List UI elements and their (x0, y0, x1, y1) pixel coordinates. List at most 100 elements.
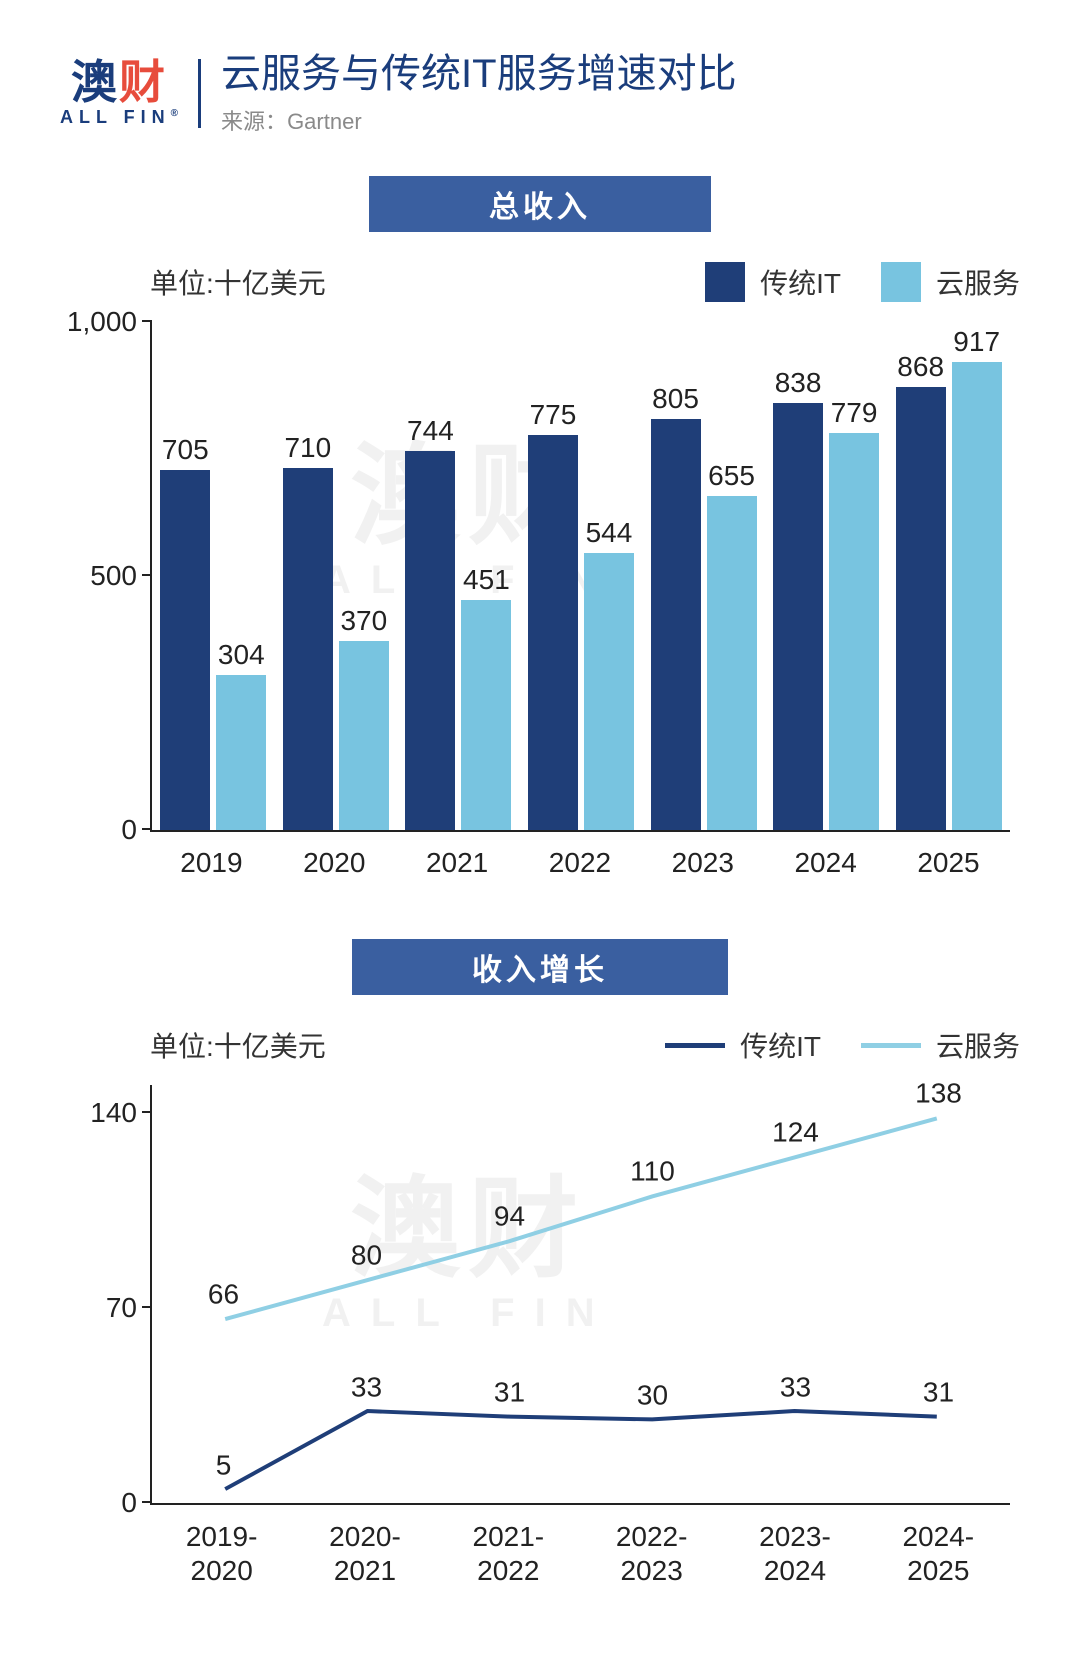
line-value-label: 138 (915, 1077, 962, 1109)
source-label: 来源：Gartner (221, 104, 737, 136)
bar-cloud: 451 (461, 600, 511, 830)
bar-cloud: 917 (952, 362, 1002, 830)
bar-cloud: 655 (707, 496, 757, 830)
bar-it: 705 (160, 470, 210, 830)
logo-char-1: 澳 (71, 56, 119, 108)
chart1-ylabel: 0 (121, 814, 152, 846)
line-value-label: 124 (772, 1116, 819, 1148)
chart2-legend: 单位:十亿美元 传统IT 云服务 (60, 1015, 1020, 1085)
chart2-xlabel: 2019-2020 (150, 1520, 293, 1587)
line-value-label: 110 (630, 1155, 675, 1187)
section-title-1-wrap: 总收入 (60, 176, 1020, 232)
legend-label-cloud: 云服务 (936, 262, 1020, 302)
bar-value-label: 838 (775, 367, 822, 403)
chart1-xlabels: 2019 2020 2021 2022 2023 2024 2025 (150, 847, 1010, 879)
bar-cloud: 779 (829, 433, 879, 830)
line-value-label: 5 (216, 1449, 232, 1481)
chart1-xlabel: 2022 (525, 847, 635, 879)
chart1-bars: 7053047103707444517755448056558387798689… (152, 322, 1010, 830)
bar-value-label: 655 (708, 460, 755, 496)
chart2-xlabel: 2022-2023 (580, 1520, 723, 1587)
bar-cloud: 370 (339, 641, 389, 830)
bar-value-label: 705 (162, 434, 209, 470)
line-value-label: 33 (351, 1371, 382, 1403)
chart2-unit: 单位:十亿美元 (150, 1025, 326, 1065)
chart2-svg (152, 1085, 1010, 1503)
swatch-cloud (881, 262, 921, 302)
bar-value-label: 775 (530, 399, 577, 435)
line-value-label: 31 (923, 1377, 954, 1409)
legend-label-it: 传统IT (760, 262, 841, 302)
bar-cloud: 544 (584, 553, 634, 830)
bar-cloud: 304 (216, 675, 266, 830)
bar-value-label: 544 (586, 517, 633, 553)
legend-item-cloud-2: 云服务 (861, 1025, 1020, 1065)
bar-value-label: 710 (284, 432, 331, 468)
bar-value-label: 451 (463, 564, 510, 600)
section-title-2-wrap: 收入增长 (60, 939, 1020, 995)
chart2-xlabel: 2024-2025 (867, 1520, 1010, 1587)
bar-group: 744451 (403, 451, 513, 830)
legend-label-cloud-2: 云服务 (936, 1025, 1020, 1065)
bar-it: 710 (283, 468, 333, 830)
bar-group: 775544 (526, 435, 636, 830)
bar-value-label: 370 (340, 605, 387, 641)
line-value-label: 94 (494, 1200, 525, 1232)
chart2-xlabels: 2019-20202020-20212021-20222022-20232023… (150, 1520, 1010, 1587)
bar-it: 805 (651, 419, 701, 830)
bar-value-label: 744 (407, 415, 454, 451)
bar-group: 838779 (771, 403, 881, 830)
logo: 澳财 ALL FIN® (60, 59, 201, 128)
bar-value-label: 779 (831, 397, 878, 433)
chart2-ylabel: 70 (106, 1292, 152, 1324)
logo-top: 澳财 (71, 59, 167, 105)
line-value-label: 66 (208, 1279, 239, 1311)
section-title-1: 总收入 (369, 176, 711, 232)
chart2-ylabel: 0 (121, 1487, 152, 1519)
chart1-xlabel: 2021 (402, 847, 512, 879)
chart1-legend: 单位:十亿美元 传统IT 云服务 (60, 252, 1020, 322)
bar-it: 775 (528, 435, 578, 830)
bar-it: 744 (405, 451, 455, 830)
line-it (225, 1411, 937, 1489)
bar-value-label: 917 (953, 326, 1000, 362)
chart1-plot: 澳财 ALL FIN 70530471037074445177554480565… (150, 322, 1010, 832)
chart1-ylabel: 1,000 (67, 306, 152, 338)
line-swatch-cloud (861, 1043, 921, 1048)
chart2-xlabel: 2023-2024 (723, 1520, 866, 1587)
line-value-label: 31 (494, 1377, 525, 1409)
legend-item-it: 传统IT (705, 262, 841, 302)
legend-label-it-2: 传统IT (740, 1025, 821, 1065)
bar-group: 710370 (281, 468, 391, 830)
legend-item-it-2: 传统IT (665, 1025, 821, 1065)
legend-item-cloud: 云服务 (881, 262, 1020, 302)
bar-group: 868917 (894, 362, 1004, 830)
logo-sub: ALL FIN® (60, 107, 178, 128)
line-swatch-it (665, 1043, 725, 1048)
page-title: 云服务与传统IT服务增速对比 (221, 50, 737, 98)
bar-value-label: 304 (218, 639, 265, 675)
line-cloud (225, 1118, 937, 1319)
chart1-unit: 单位:十亿美元 (150, 262, 326, 302)
line-value-label: 33 (780, 1371, 811, 1403)
line-value-label: 80 (351, 1239, 382, 1271)
chart2-xlabel: 2020-2021 (293, 1520, 436, 1587)
chart1-xlabel: 2024 (771, 847, 881, 879)
bar-value-label: 868 (897, 351, 944, 387)
header: 澳财 ALL FIN® 云服务与传统IT服务增速对比 来源：Gartner (60, 50, 1020, 136)
chart1-xlabel: 2019 (156, 847, 266, 879)
chart2-xlabel: 2021-2022 (437, 1520, 580, 1587)
logo-char-2: 财 (119, 56, 167, 108)
bar-group: 805655 (649, 419, 759, 830)
bar-group: 705304 (158, 470, 268, 830)
chart1-ylabel: 500 (90, 560, 152, 592)
chart1-xlabel: 2020 (279, 847, 389, 879)
chart1-xlabel: 2025 (893, 847, 1003, 879)
bar-value-label: 805 (652, 383, 699, 419)
bar-it: 838 (773, 403, 823, 830)
section-title-2: 收入增长 (352, 939, 728, 995)
chart2-plot: 澳财 ALL FIN 07014066809411012413853331303… (150, 1085, 1010, 1505)
line-value-label: 30 (637, 1379, 668, 1411)
title-block: 云服务与传统IT服务增速对比 来源：Gartner (201, 50, 737, 136)
chart1-xlabel: 2023 (648, 847, 758, 879)
